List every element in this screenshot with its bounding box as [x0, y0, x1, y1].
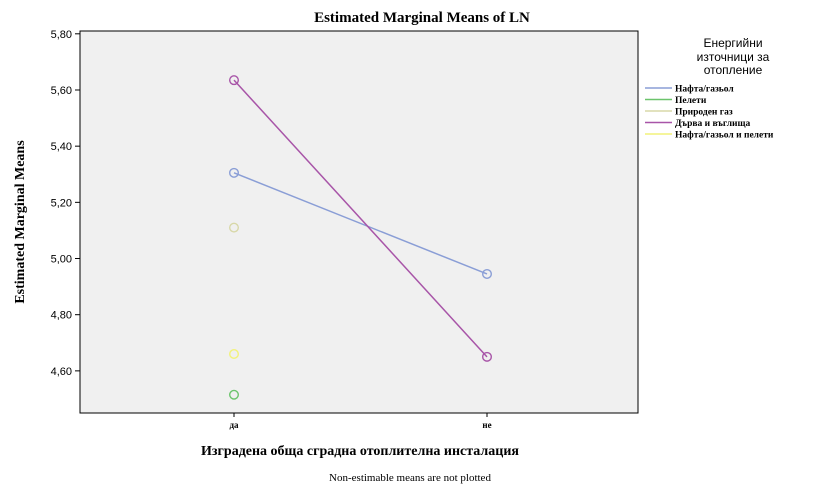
- legend-title-line-2: източници за: [697, 50, 770, 64]
- legend-item-label: Пелети: [675, 96, 707, 106]
- data-point-marker: [228, 389, 239, 400]
- y-tick-label: 4,80: [51, 310, 72, 322]
- x-tick-label: да: [229, 420, 239, 430]
- data-point-marker: [228, 222, 239, 233]
- footnote: Non-estimable means are not plotted: [329, 472, 491, 484]
- legend-item-label: Дърва и въглища: [675, 119, 751, 129]
- chart-title: Estimated Marginal Means of LN: [314, 10, 530, 26]
- y-tick-label: 4,60: [51, 366, 72, 378]
- legend-title-line-1: Енергийни: [703, 36, 762, 50]
- series-line: [233, 79, 488, 358]
- y-axis: 4,60 4,80 5,00 5,20 5,40 5,60 5,80: [51, 29, 80, 378]
- series-line: [233, 172, 488, 275]
- legend-item-label: Природен газ: [675, 108, 733, 118]
- data-point-marker: [228, 75, 239, 86]
- y-axis-label: Estimated Marginal Means: [13, 140, 28, 304]
- legend: Енергийни източници за отопление Нафта/г…: [645, 36, 774, 141]
- y-tick-label: 5,60: [51, 85, 72, 97]
- y-tick-label: 5,40: [51, 141, 72, 153]
- legend-title-line-3: отопление: [704, 63, 763, 77]
- y-tick-label: 5,20: [51, 197, 72, 209]
- data-point-marker: [228, 167, 239, 178]
- y-tick-label: 5,00: [51, 254, 72, 266]
- y-tick-label: 5,80: [51, 29, 72, 41]
- series-markers: [228, 75, 493, 400]
- legend-item-label: Нафта/газьол: [675, 84, 734, 95]
- x-axis: да не: [229, 413, 492, 430]
- x-tick-label: не: [482, 420, 491, 430]
- x-axis-label: Изградена обща сградна отоплителна инста…: [201, 444, 519, 459]
- data-point-marker: [482, 268, 493, 279]
- legend-item-label: Нафта/газьол и пелети: [675, 130, 774, 141]
- data-point-marker: [482, 351, 493, 362]
- data-point-marker: [228, 349, 239, 360]
- series-lines: [233, 79, 488, 358]
